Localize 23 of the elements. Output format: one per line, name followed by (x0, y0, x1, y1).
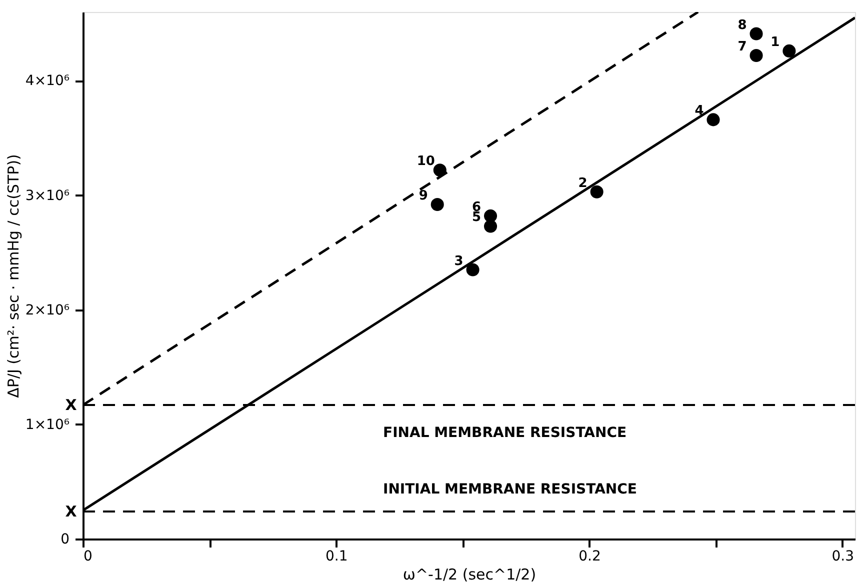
annotation: X (65, 396, 78, 414)
annotation: 1 (770, 34, 780, 50)
ref-line-label: INITIAL MEMBRANE RESISTANCE (383, 482, 637, 498)
y-tick-label: 1×10⁶ (25, 416, 70, 433)
y-axis-title: ΔP/J (cm²· sec · mmHg / cc(STP)) (4, 154, 22, 398)
y-tick-label: 3×10⁶ (25, 188, 70, 204)
annotation: 4 (694, 104, 704, 119)
annotation: 9 (418, 188, 428, 204)
annotation: 7 (738, 40, 747, 55)
ref-line-label: FINAL MEMBRANE RESISTANCE (383, 424, 627, 441)
x-axis-title: ω^-1/2 (sec^1/2) (402, 566, 536, 584)
annotation: X (65, 502, 78, 521)
x-tick-label: 0.2 (578, 548, 601, 564)
x-tick-label: 0 (84, 548, 92, 564)
x-tick-label: 0.3 (832, 548, 854, 564)
y-tick-label: 4×10⁶ (25, 73, 70, 90)
x-tick-label: 0.1 (325, 548, 348, 564)
annotation: 8 (738, 18, 747, 33)
annotation: 2 (578, 176, 588, 191)
y-tick-label: 0 (60, 532, 70, 548)
annotation: 10 (416, 154, 435, 170)
y-tick-label: 2×10⁶ (25, 302, 70, 318)
annotation: 3 (454, 254, 464, 269)
